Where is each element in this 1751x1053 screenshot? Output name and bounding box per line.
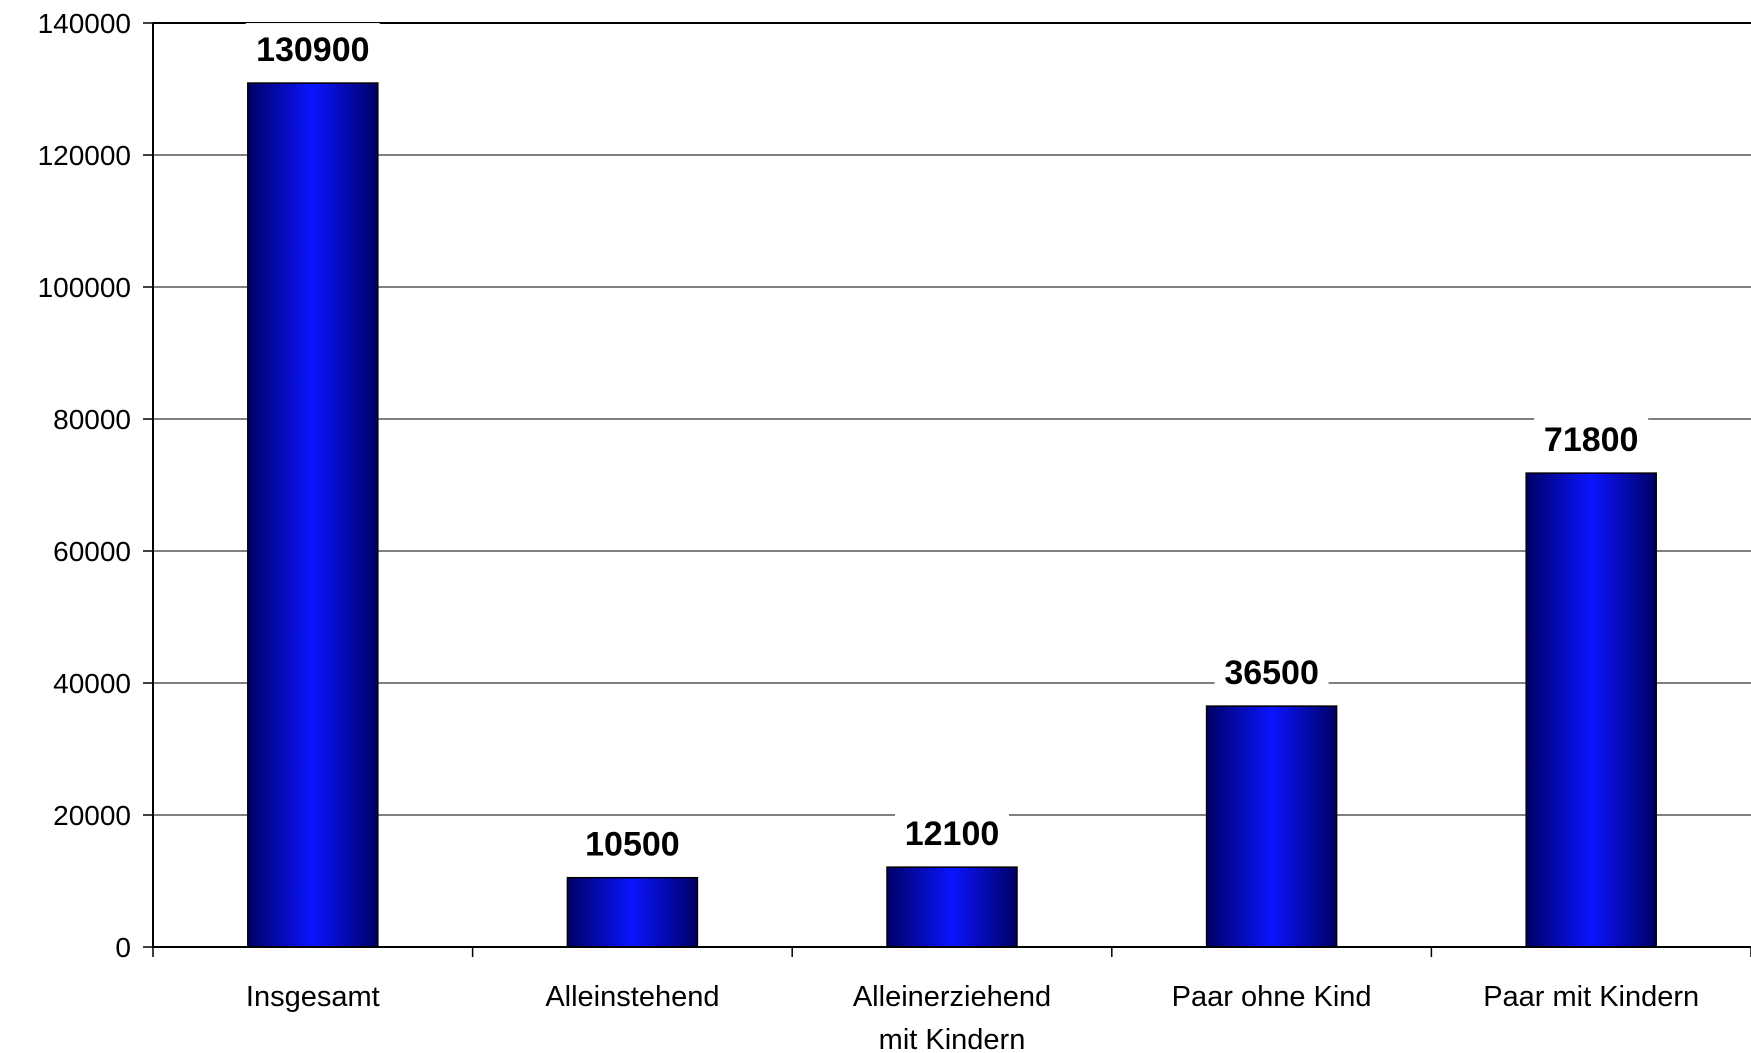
y-tick-label: 20000 [53, 800, 131, 831]
data-label-background [575, 817, 690, 862]
labels: 0 20000 40000 60000 80000 100000 120000 140000 1… [38, 8, 1700, 1053]
bar [247, 82, 379, 948]
x-tick-label: Alleinerziehend [853, 981, 1051, 1013]
bar [1205, 705, 1338, 948]
bar [566, 876, 699, 948]
y-tick-label: 100000 [38, 272, 131, 303]
data-label: 130900 [256, 31, 369, 69]
data-label-background [895, 807, 1009, 852]
axes [143, 22, 1751, 957]
y-tick-label: 40000 [53, 668, 131, 699]
y-tick-label: 120000 [38, 140, 131, 171]
data-label: 36500 [1224, 654, 1319, 692]
data-label-background [1214, 646, 1329, 691]
bars [247, 82, 1657, 948]
bar [1525, 472, 1657, 948]
y-tick-label: 0 [115, 932, 131, 963]
x-tick-label: Alleinstehend [545, 981, 719, 1013]
x-tick-label: Insgesamt [246, 981, 380, 1013]
gridlines [153, 22, 1751, 816]
y-tick-label: 60000 [53, 536, 131, 567]
data-label: 71800 [1544, 421, 1639, 459]
data-label: 10500 [585, 826, 680, 864]
x-tick-label: Paar mit Kindern [1483, 981, 1699, 1013]
x-tick-label: Paar ohne Kind [1172, 981, 1372, 1013]
y-tick-label: 80000 [53, 404, 131, 435]
y-tick-label: 140000 [38, 8, 131, 39]
x-tick-label: mit Kindern [879, 1024, 1026, 1053]
data-label-background [245, 23, 380, 68]
bar [886, 866, 1018, 948]
data-label: 12100 [905, 815, 1000, 853]
data-label-background [1534, 413, 1649, 458]
